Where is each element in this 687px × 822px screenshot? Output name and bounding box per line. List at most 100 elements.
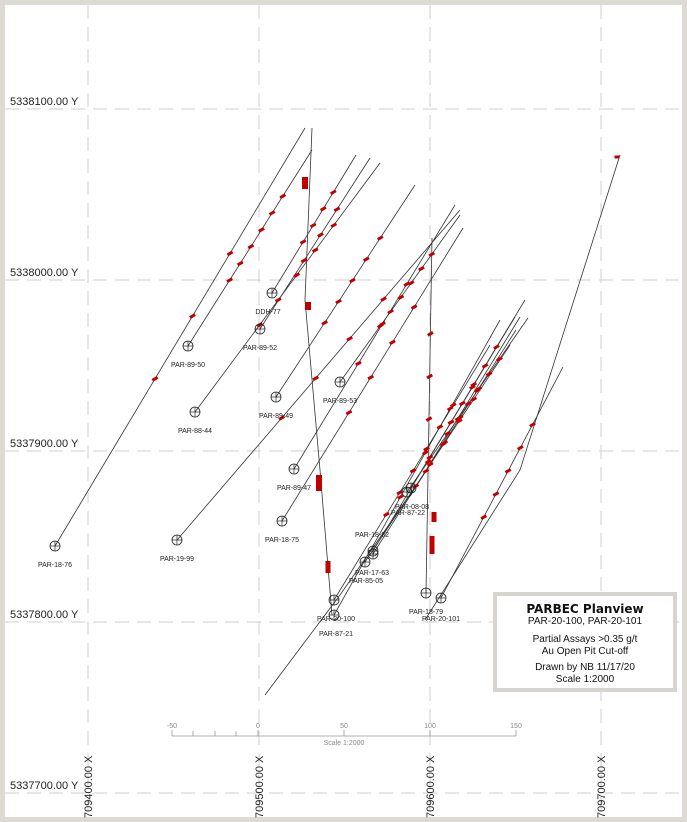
assay-interval <box>258 227 265 233</box>
collar-icon <box>270 391 282 403</box>
assay-interval <box>226 250 234 257</box>
drillhole-label: DDH-77 <box>255 309 280 316</box>
y-grid-label: 5338000.00 Y <box>10 267 79 279</box>
assay-interval <box>455 418 463 424</box>
assay-interval <box>456 414 464 421</box>
scale-tick-label: -50 <box>167 723 177 730</box>
assay-interval <box>379 321 386 327</box>
assay-interval <box>189 313 196 319</box>
x-grid-label: 709700.00 X <box>596 755 608 818</box>
title-block: PARBEC Planview PAR-20-100, PAR-20-101 P… <box>493 592 677 692</box>
collar-icon <box>420 587 432 599</box>
assay-interval <box>426 454 434 461</box>
assay-interval <box>428 251 436 258</box>
drillhole-label: PAR-87-22 <box>391 510 425 517</box>
drillhole-collars <box>49 287 447 621</box>
assay-interval <box>444 430 451 437</box>
drillhole-label: PAR-88-44 <box>178 428 212 435</box>
assay-interval <box>421 449 429 456</box>
assay-interval <box>278 415 286 421</box>
assay-interval <box>396 489 404 496</box>
assay-interval <box>316 475 322 491</box>
assay-interval <box>427 331 434 337</box>
assay-interval <box>355 360 362 367</box>
scale-tick-label: 100 <box>424 723 436 730</box>
assay-interval <box>247 243 255 250</box>
coordinate-grid <box>5 5 682 817</box>
collar-icon <box>328 594 340 606</box>
assay-interval <box>363 256 370 262</box>
drillhole-label: PAR-20-100 <box>317 616 355 623</box>
assay-interval <box>312 375 320 382</box>
title-block-title: PARBEC Planview <box>526 602 644 616</box>
assay-interval <box>268 210 276 216</box>
assay-interval <box>470 396 478 403</box>
collar-icon <box>171 534 183 546</box>
collar-icon <box>189 406 201 418</box>
collar-icon <box>401 486 413 498</box>
drillhole-label: PAR-89-53 <box>323 398 357 405</box>
assay-interval <box>389 339 396 346</box>
assay-interval <box>493 344 500 350</box>
drillhole-label: PAR-18-79 <box>409 609 443 616</box>
title-block-cutoff-note: Au Open Pit Cut-off <box>541 646 629 657</box>
x-grid-label: 709400.00 X <box>83 755 95 818</box>
drillhole-trace <box>194 162 381 413</box>
drillhole-trace <box>176 209 461 541</box>
drillhole-trace <box>364 344 511 563</box>
assay-interval <box>300 257 308 264</box>
drillhole-label: PAR-18-75 <box>265 537 299 544</box>
title-block-scale: Scale 1:2000 <box>555 674 615 685</box>
drillhole-trace <box>424 154 621 621</box>
assay-interval <box>496 356 503 362</box>
drillhole-label: PAR-18-76 <box>38 562 72 569</box>
title-block-holes: PAR-20-100, PAR-20-101 <box>527 616 643 627</box>
assay-interval <box>309 222 317 229</box>
assay-interval <box>410 304 418 310</box>
scale-caption: Scale 1:2000 <box>324 740 365 747</box>
drillhole-trace <box>264 316 521 696</box>
collar-icon <box>182 340 194 352</box>
assay-interval <box>422 468 430 474</box>
assay-interval <box>302 177 308 189</box>
title-block-assay-note: Partial Assays >0.35 g/t <box>532 634 638 645</box>
collar-icon <box>254 323 266 335</box>
drillhole-labels: PAR-18-76 PAR-19-99 PAR-88-44 PAR-89-50 PAR-… <box>38 309 460 638</box>
drillhole-label: PAR-87-21 <box>319 631 353 638</box>
drillhole-label: PAR-18-82 <box>355 532 389 539</box>
drillhole-label: PAR-89-52 <box>243 345 277 352</box>
assay-interval <box>423 446 430 452</box>
drillhole-label: PAR-89-49 <box>259 413 293 420</box>
assay-interval <box>335 298 342 305</box>
title-block-drawn-by: Drawn by NB 11/17/20 <box>535 662 635 673</box>
assay-interval <box>409 467 417 474</box>
scale-tick-label: 0 <box>256 723 260 730</box>
assay-interval <box>151 376 159 382</box>
assay-interval <box>380 296 387 302</box>
assay-interval <box>425 416 433 422</box>
assay-interval <box>319 206 327 212</box>
drillhole-label: PAR-89-47 <box>277 485 311 492</box>
x-grid-label: 709600.00 X <box>425 755 437 818</box>
y-grid-label: 5337700.00 Y <box>10 780 79 792</box>
assay-interval <box>516 445 524 451</box>
drillhole-trace <box>304 127 333 616</box>
drillhole-trace <box>293 204 456 470</box>
assay-interval <box>407 280 415 286</box>
assay-interval <box>529 421 536 428</box>
assay-interval <box>367 374 375 381</box>
assay-intervals <box>151 155 620 573</box>
drillhole-label: PAR-85-05 <box>349 578 383 585</box>
assay-interval <box>321 320 328 326</box>
assay-interval <box>480 514 488 520</box>
scale-bar: -50 0 50 100 150 Scale 1:2000 <box>167 723 522 747</box>
assay-interval <box>492 491 500 497</box>
assay-interval <box>504 468 512 474</box>
assay-interval <box>469 384 476 390</box>
assay-interval <box>614 155 620 159</box>
assay-interval <box>345 409 353 416</box>
drillhole-trace <box>54 127 306 547</box>
drillhole-trace <box>440 366 564 599</box>
assay-interval <box>474 387 481 394</box>
